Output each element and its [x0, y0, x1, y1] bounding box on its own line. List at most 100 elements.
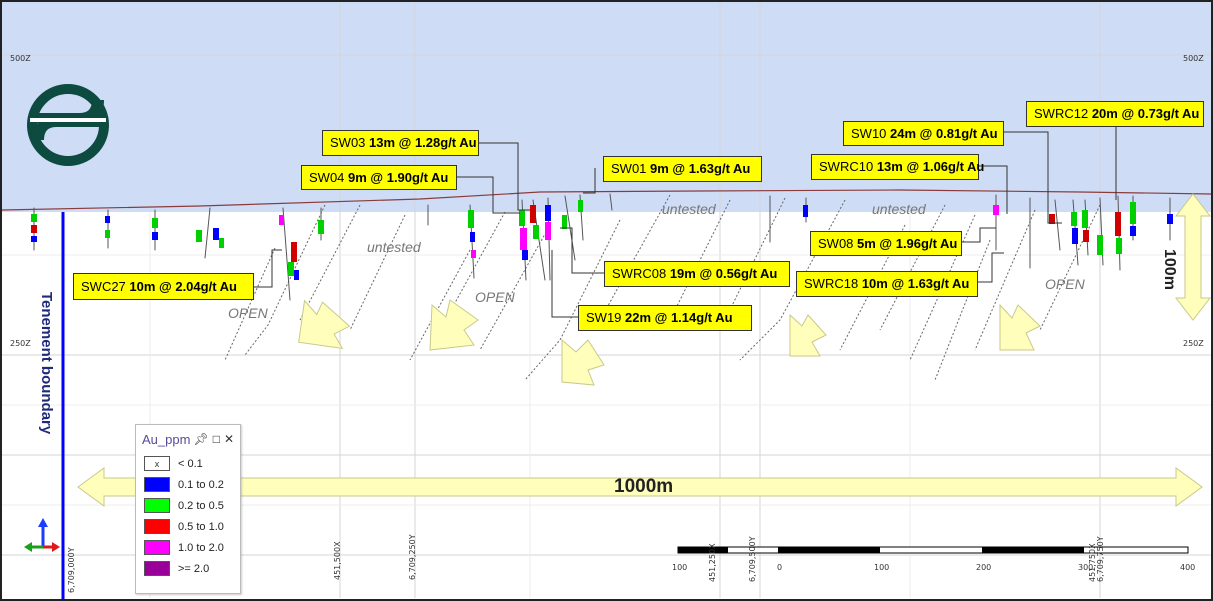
- callout-hole: SW01: [611, 161, 647, 176]
- legend-item: 0.5 to 1.0: [136, 516, 240, 537]
- legend-item: 1.0 to 2.0: [136, 537, 240, 558]
- legend-swatch: [144, 498, 170, 513]
- callout-swc27: SWC27 10m @ 2.04g/t Au: [73, 273, 254, 300]
- legend-label: 0.1 to 0.2: [178, 478, 224, 491]
- legend-swatch: [144, 477, 170, 492]
- drill-hole: [1097, 197, 1104, 266]
- zone-label-untested-2: untested: [662, 201, 717, 217]
- drill-hole: [105, 209, 110, 249]
- legend-panel: Au_ppm 📌︎ □ ✕ x < 0.1 0.1 to 0.2 0.2 to 0…: [135, 424, 241, 594]
- legend-swatch: x: [144, 456, 170, 471]
- callout-interval: 9m @ 1.90g/t Au: [348, 170, 449, 185]
- legend-item: x < 0.1: [136, 453, 240, 474]
- axis-label: 6,709,500Y: [748, 536, 757, 582]
- axis-label: 6,709,750Y: [1096, 536, 1105, 582]
- scale-tick-label: 300: [1078, 563, 1094, 572]
- direction-arrow-4: [789, 313, 827, 357]
- callout-hole: SW08: [818, 236, 854, 251]
- tenement-boundary-label: Tenement boundary: [38, 292, 55, 435]
- axis-label: 6,709,250Y: [408, 534, 417, 580]
- drill-hole: [545, 197, 551, 281]
- legend-label: 0.2 to 0.5: [178, 499, 224, 512]
- elev-label-250-left: 250Z: [10, 339, 31, 348]
- callout-swrc10: SWRC10 13m @ 1.06g/t Au: [811, 154, 984, 180]
- drill-hole: [318, 207, 324, 241]
- drill-hole: [578, 194, 584, 241]
- callout-hole: SW19: [586, 310, 622, 325]
- callout-swrc12: SWRC12 20m @ 0.73g/t Au: [1026, 101, 1204, 127]
- topography-line: [1, 189, 1212, 211]
- scale-tick-label: 100: [874, 563, 890, 572]
- callout-interval: 24m @ 0.81g/t Au: [890, 126, 998, 141]
- legend-swatch: [144, 540, 170, 555]
- horizontal-scale-arrow: [77, 467, 1203, 507]
- legend-label: 0.5 to 1.0: [178, 520, 224, 533]
- direction-arrow-1: [298, 299, 351, 350]
- drill-hole: [803, 197, 808, 223]
- drill-holes: [31, 193, 1173, 301]
- callout-interval: 13m @ 1.28g/t Au: [369, 135, 477, 150]
- callout-interval: 10m @ 1.63g/t Au: [861, 276, 970, 291]
- drill-hole: [519, 199, 528, 281]
- legend-controls: 📌︎ □ ✕: [193, 432, 234, 446]
- callout-hole: SW03: [330, 135, 366, 150]
- callout-hole: SW04: [309, 170, 345, 185]
- legend-header: Au_ppm 📌︎ □ ✕: [136, 425, 240, 453]
- direction-arrows: [298, 299, 1041, 386]
- scale-tick-label: 400: [1180, 563, 1196, 572]
- legend-items: x < 0.1 0.1 to 0.2 0.2 to 0.5 0.5 to 1.0 …: [136, 453, 240, 579]
- callout-hole: SW10: [851, 126, 887, 141]
- drill-hole: [31, 207, 37, 251]
- callout-sw08: SW08 5m @ 1.96g/t Au: [810, 231, 962, 256]
- scale-tick-label: 200: [976, 563, 992, 572]
- axis-indicator-icon: [24, 518, 60, 552]
- drill-hole: [993, 194, 999, 251]
- drill-hole: [152, 209, 158, 251]
- zone-label-open-2: OPEN: [475, 289, 516, 305]
- callout-sw04: SW04 9m @ 1.90g/t Au: [301, 165, 457, 190]
- drill-hole: [196, 207, 224, 259]
- callout-interval: 9m @ 1.63g/t Au: [650, 161, 751, 176]
- zone-label-open-3: OPEN: [1045, 276, 1086, 292]
- callout-interval: 10m @ 2.04g/t Au: [129, 279, 237, 294]
- callout-sw01: SW01 9m @ 1.63g/t Au: [603, 156, 762, 182]
- drill-hole: [1071, 199, 1079, 266]
- axis-label: 6,709,000Y: [67, 547, 76, 593]
- scale-width-label: 1000m: [614, 476, 674, 497]
- legend-item: >= 2.0: [136, 558, 240, 579]
- legend-title: Au_ppm: [142, 431, 191, 447]
- close-icon[interactable]: ✕: [223, 432, 234, 446]
- drill-hole: [468, 204, 476, 279]
- pin-icon[interactable]: 📌︎: [193, 432, 209, 446]
- callout-interval: 20m @ 0.73g/t Au: [1091, 106, 1200, 121]
- legend-label: 1.0 to 2.0: [178, 541, 224, 554]
- callout-interval: 5m @ 1.96g/t Au: [857, 236, 958, 251]
- restore-icon[interactable]: □: [212, 432, 220, 446]
- legend-label: >= 2.0: [178, 562, 210, 575]
- drill-hole: [530, 199, 546, 281]
- zone-label-untested-1: untested: [367, 239, 422, 255]
- elev-label-500-left: 500Z: [10, 54, 31, 63]
- drill-hole: [609, 193, 613, 211]
- direction-arrow-3: [561, 338, 605, 386]
- callout-hole: SWRC18: [804, 276, 859, 291]
- legend-label: < 0.1: [178, 457, 203, 470]
- callout-swrc08: SWRC08 19m @ 0.56g/t Au: [604, 261, 790, 287]
- axis-label: 451,500X: [333, 541, 342, 580]
- vertical-scale-arrow: [1174, 193, 1212, 321]
- callout-interval: 19m @ 0.56g/t Au: [669, 266, 778, 281]
- callout-swrc18: SWRC18 10m @ 1.63g/t Au: [796, 271, 978, 297]
- callout-sw19: SW19 22m @ 1.14g/t Au: [578, 305, 752, 331]
- callout-interval: 13m @ 1.06g/t Au: [876, 159, 985, 174]
- callout-hole: SWC27: [81, 279, 126, 294]
- elev-label-250-right: 250Z: [1183, 339, 1204, 348]
- callout-sw10: SW10 24m @ 0.81g/t Au: [843, 121, 1004, 146]
- callout-hole: SWRC12: [1034, 106, 1089, 121]
- drill-hole: [1082, 199, 1089, 256]
- zone-label-untested-3: untested: [872, 201, 927, 217]
- drill-hole: [1130, 195, 1136, 241]
- drill-hole: [1167, 197, 1173, 241]
- scale-tick-label: 100: [672, 563, 688, 572]
